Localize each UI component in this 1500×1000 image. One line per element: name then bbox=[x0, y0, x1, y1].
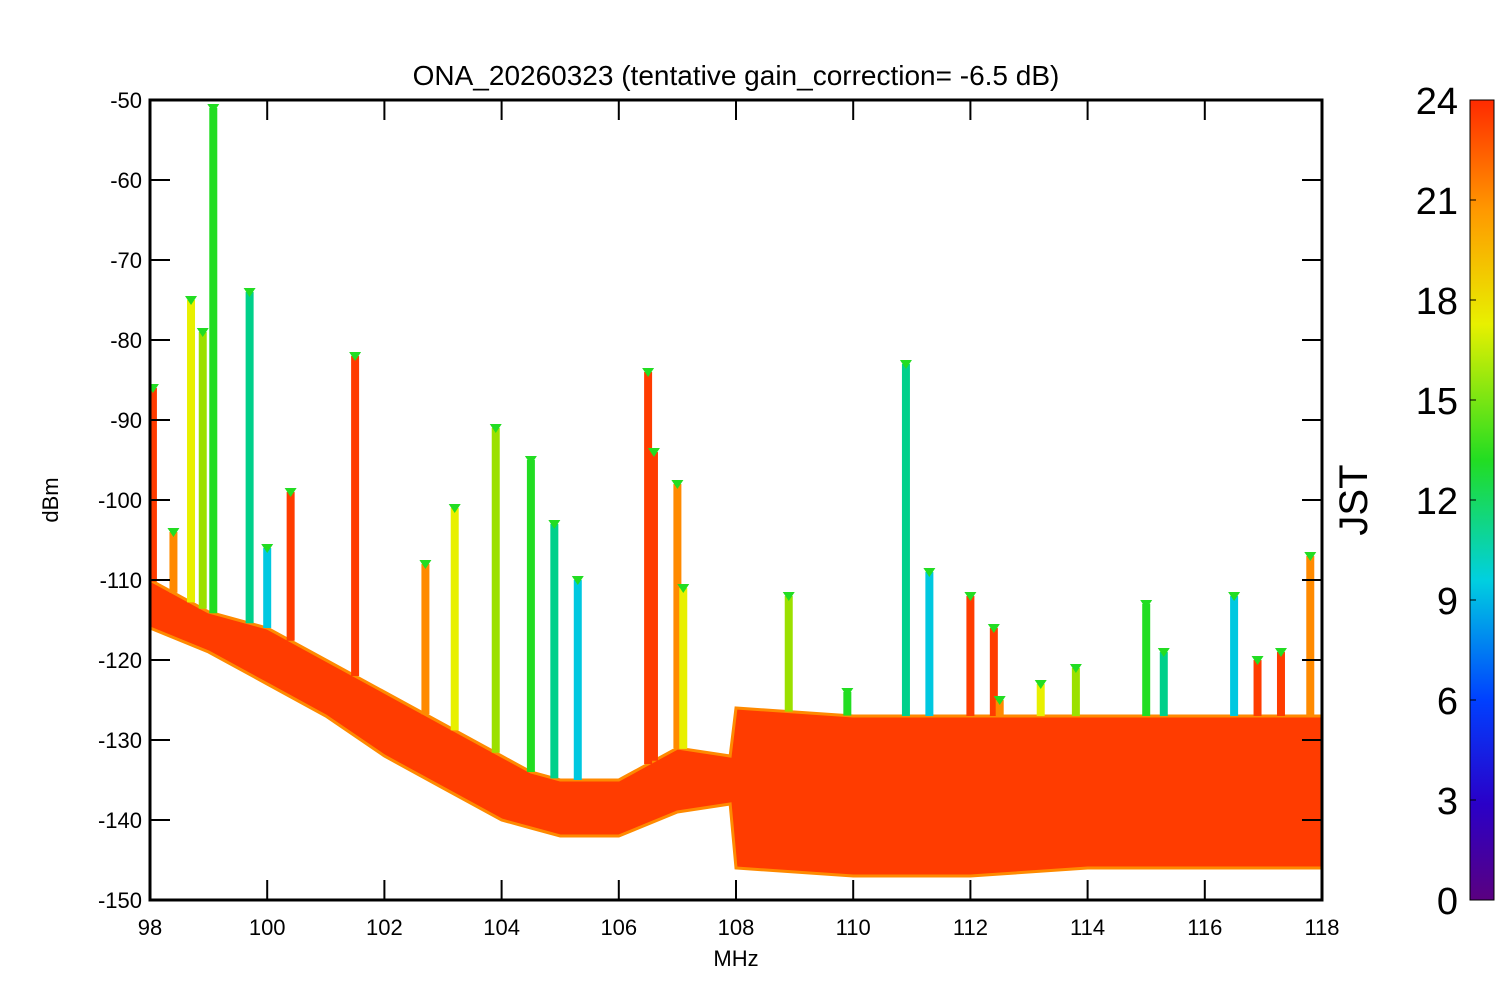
peak-marker bbox=[899, 360, 912, 369]
peak-marker bbox=[964, 592, 977, 601]
peak-marker bbox=[782, 592, 795, 601]
peak-marker bbox=[677, 584, 690, 593]
peak-marker bbox=[196, 328, 209, 337]
peak-marker bbox=[261, 544, 274, 553]
colorbar-tick-label: 24 bbox=[1416, 81, 1458, 123]
peak-marker bbox=[1228, 592, 1241, 601]
peak-marker bbox=[841, 688, 854, 697]
colorbar-tick-label: 15 bbox=[1416, 381, 1458, 423]
y-tick-label: -70 bbox=[110, 248, 142, 273]
x-tick-label: 118 bbox=[1304, 915, 1339, 940]
peak-marker bbox=[489, 424, 502, 433]
y-tick-label: -120 bbox=[98, 648, 142, 673]
x-tick-label: 114 bbox=[1070, 915, 1105, 940]
peak-marker bbox=[923, 568, 936, 577]
y-tick-label: -90 bbox=[110, 408, 142, 433]
peak-marker bbox=[1034, 680, 1047, 689]
x-tick-label: 98 bbox=[138, 915, 162, 940]
y-axis-label: dBm bbox=[38, 477, 63, 522]
peak-marker bbox=[284, 488, 297, 497]
colorbar-tick-label: 0 bbox=[1437, 881, 1458, 923]
peak-marker bbox=[642, 368, 655, 377]
colorbar-tick-label: 6 bbox=[1437, 681, 1458, 723]
colorbar-tick-label: 9 bbox=[1437, 581, 1458, 623]
peak-marker bbox=[1304, 552, 1317, 561]
y-tick-label: -150 bbox=[98, 888, 142, 913]
colorbar-tick-label: 18 bbox=[1416, 281, 1458, 323]
y-tick-label: -140 bbox=[98, 808, 142, 833]
x-tick-label: 106 bbox=[600, 915, 637, 940]
y-tick-label: -60 bbox=[110, 168, 142, 193]
peak-marker bbox=[1274, 648, 1287, 657]
x-axis-label: MHz bbox=[713, 946, 758, 971]
peak-marker bbox=[1157, 648, 1170, 657]
colorbar-label: JST bbox=[1332, 464, 1376, 535]
peak-marker bbox=[1140, 600, 1153, 609]
peak-marker bbox=[448, 504, 461, 513]
peak-marker bbox=[243, 288, 256, 297]
x-tick-label: 108 bbox=[718, 915, 755, 940]
y-tick-label: -130 bbox=[98, 728, 142, 753]
y-tick-label: -100 bbox=[98, 488, 142, 513]
y-tick-label: -80 bbox=[110, 328, 142, 353]
y-tick-label: -110 bbox=[100, 568, 142, 593]
noise-floor-band bbox=[150, 578, 1322, 878]
chart-title: ONA_20260323 (tentative gain_correction=… bbox=[413, 60, 1060, 91]
x-tick-label: 116 bbox=[1187, 915, 1222, 940]
peak-marker bbox=[671, 480, 684, 489]
peak-marker bbox=[207, 104, 220, 113]
x-tick-label: 102 bbox=[366, 915, 403, 940]
colorbar-tick-label: 21 bbox=[1416, 181, 1458, 223]
peak-marker bbox=[1069, 664, 1082, 673]
y-tick-label: -50 bbox=[110, 88, 142, 113]
peak-marker bbox=[150, 384, 159, 393]
peak-marker bbox=[419, 560, 432, 569]
peak-marker bbox=[1251, 656, 1264, 665]
colorbar-tick-label: 12 bbox=[1416, 481, 1458, 523]
x-tick-label: 110 bbox=[836, 915, 871, 940]
y-axis: -50 -60 -70 -80 -90 -100 -110 -120 -130 -140 -150 bbox=[98, 88, 1322, 913]
x-axis: 98 100 102 104 106 108 110 112 114 116 118 bbox=[138, 100, 1340, 940]
peak-marker bbox=[548, 520, 561, 529]
peak-marker bbox=[167, 528, 180, 537]
peak-marker bbox=[647, 448, 660, 457]
colorbar-ticks: 24 21 18 15 12 9 6 3 0 bbox=[1416, 81, 1476, 923]
peak-marker bbox=[349, 352, 362, 361]
peak-marker bbox=[571, 576, 584, 585]
peak-marker bbox=[987, 624, 1000, 633]
peak-marker bbox=[185, 296, 198, 305]
plot-marks bbox=[150, 104, 1322, 878]
x-tick-label: 104 bbox=[483, 915, 520, 940]
peak-marker bbox=[993, 696, 1006, 705]
x-tick-label: 112 bbox=[953, 915, 988, 940]
x-tick-label: 100 bbox=[249, 915, 286, 940]
peak-marker bbox=[524, 456, 537, 465]
colorbar-tick-label: 3 bbox=[1437, 781, 1458, 823]
